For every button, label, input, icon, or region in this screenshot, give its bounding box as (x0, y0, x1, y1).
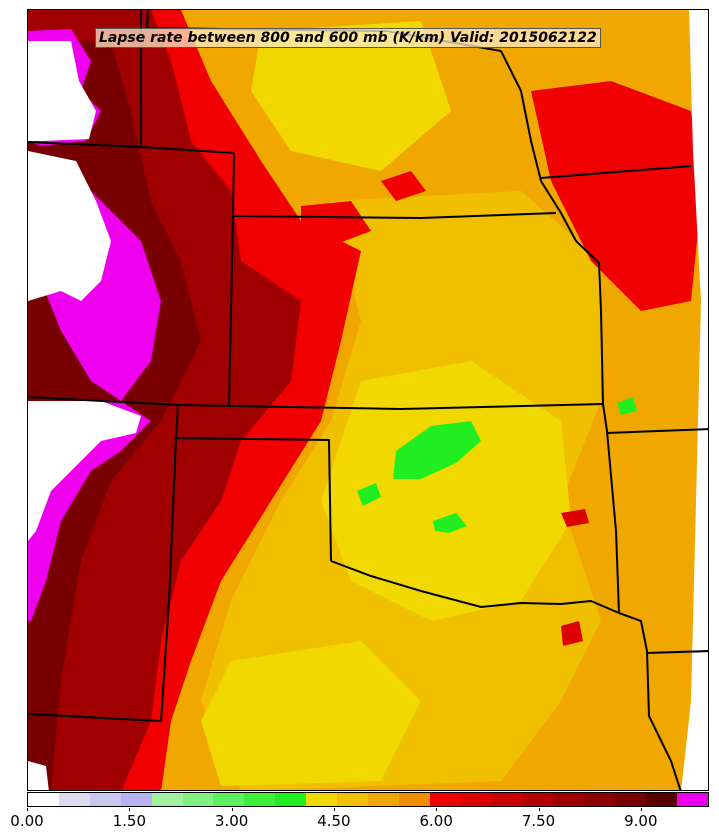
colorbar-tick-mark (436, 808, 438, 811)
border-missouri-river (500, 50, 600, 264)
border-ok-ar (602, 403, 620, 614)
colorbar-segment (522, 793, 554, 806)
colorbar-segment (58, 793, 90, 806)
colorbar-segment (89, 793, 121, 806)
field-yellow-north (251, 21, 451, 171)
colorbar-segment (306, 793, 338, 806)
border-nm-tx (174, 404, 332, 562)
field-white-w (28, 151, 111, 301)
colorbar-tick-mark (27, 808, 28, 811)
colorbar-segment (182, 793, 214, 806)
colorbar-segment (677, 793, 708, 806)
state-boundaries (28, 10, 708, 790)
field-white-ne (681, 10, 708, 790)
colorbar-tick-mark (333, 808, 335, 811)
colorbar-segment (151, 793, 183, 806)
field-white-sw (28, 401, 141, 541)
map-panel (27, 9, 709, 791)
field-red-spot-1 (561, 621, 583, 646)
colorbar-segment (553, 793, 585, 806)
field-green-oklahoma (393, 421, 481, 479)
colorbar-tick-label: 7.50 (521, 812, 556, 830)
border-nm-west (28, 437, 177, 723)
colorbar-tick-label: 9.00 (624, 812, 658, 830)
field-green-small-1 (433, 513, 467, 533)
colorbar-segment (275, 793, 307, 806)
border-tx-la (618, 612, 682, 790)
colorbar-segment (646, 793, 678, 806)
colorbar-segment (460, 793, 492, 806)
colorbar (27, 792, 709, 807)
colorbar-segment (120, 793, 152, 806)
colorbar-tick-mark (231, 808, 233, 811)
colorbar-tick-label: 3.00 (214, 812, 249, 830)
field-red-nebraska (381, 171, 426, 201)
field-red-northeast (531, 81, 701, 311)
field-green-small-2 (357, 483, 381, 506)
colorbar-segment (337, 793, 368, 806)
field-yellow-south (201, 641, 421, 786)
field-red-kansas (301, 201, 371, 246)
border-ks-mo (598, 262, 604, 405)
field-red-spot-2 (561, 509, 589, 527)
colorbar-tick-mark (640, 808, 642, 811)
border-red-river (330, 560, 620, 614)
colorbar-tick-label: 0.00 (10, 812, 44, 830)
colorbar-tick-mark (538, 808, 540, 811)
colorbar-segment (584, 793, 616, 806)
colorbar-segment (429, 793, 461, 806)
lapse-rate-map (28, 10, 708, 790)
colorbar-segment (398, 793, 430, 806)
border-ks-ok (28, 396, 604, 411)
field-white-nw (28, 41, 96, 141)
field-white-bottom-left (28, 761, 49, 790)
colorbar-segment (491, 793, 523, 806)
field-green-small-3 (617, 397, 637, 415)
colorbar-segment (367, 793, 399, 806)
colorbar-tick-label: 4.50 (317, 812, 351, 830)
border-mo-ar (606, 428, 708, 434)
colorbar-segment (28, 793, 59, 806)
colorbar-segment (615, 793, 647, 806)
field-yellow-core (321, 361, 571, 621)
colorbar-ticks: 0.00 1.50 3.00 4.50 6.00 7.50 9.00 (0, 808, 719, 838)
colorbar-tick-label: 1.50 (112, 812, 146, 830)
border-ne-ks (232, 212, 557, 220)
map-title: Lapse rate between 800 and 600 mb (K/km)… (95, 28, 601, 48)
border-ar-la (645, 650, 708, 654)
colorbar-segment (213, 793, 245, 806)
colorbar-tick-mark (129, 808, 131, 811)
colorbar-segment (244, 793, 276, 806)
border-ia-mo (540, 165, 692, 179)
colorbar-tick-label: 6.00 (419, 812, 453, 830)
